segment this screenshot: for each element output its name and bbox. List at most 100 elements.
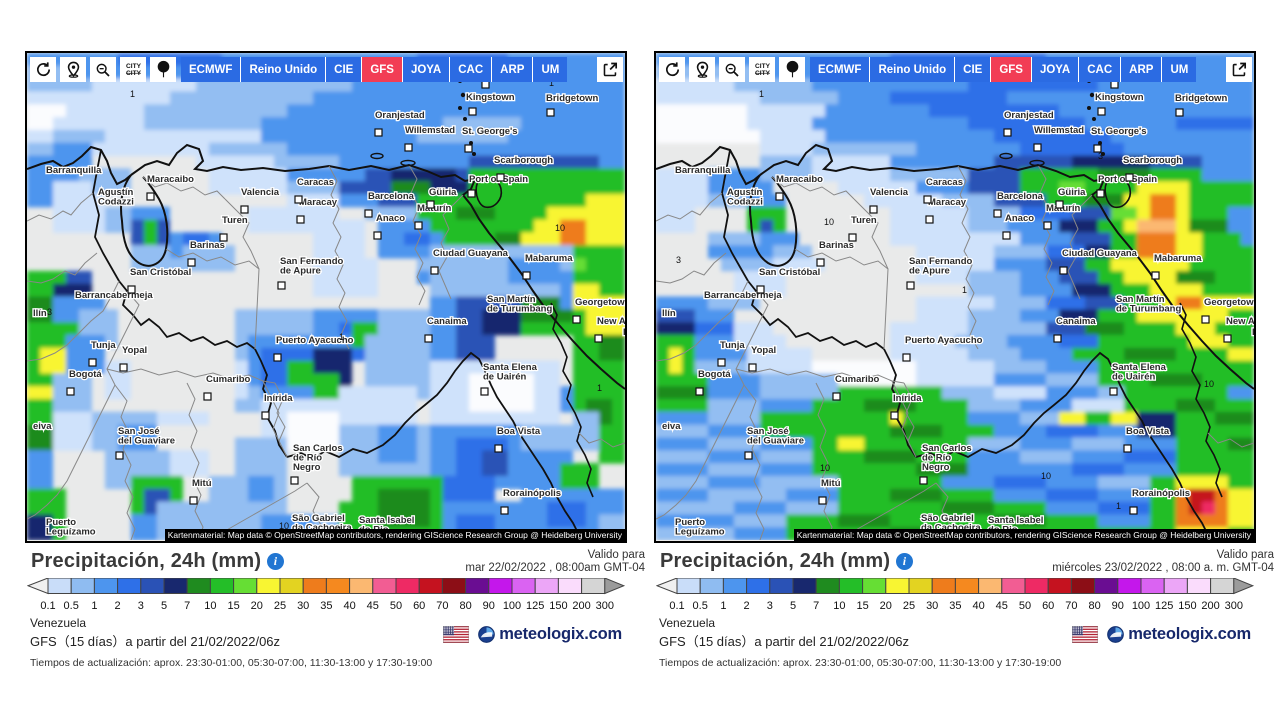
svg-text:Barcelona: Barcelona xyxy=(368,191,415,202)
svg-text:Turen: Turen xyxy=(851,215,877,226)
svg-text:Negro: Negro xyxy=(293,462,321,473)
svg-text:de Turumbang: de Turumbang xyxy=(487,304,552,315)
svg-text:eiva: eiva xyxy=(33,421,52,432)
svg-text:Puerto: Puerto xyxy=(46,517,76,528)
svg-text:Barrancabermeja: Barrancabermeja xyxy=(75,290,153,301)
svg-text:Scarborough: Scarborough xyxy=(494,155,553,166)
svg-text:150: 150 xyxy=(549,600,567,612)
svg-text:Barrancabermeja: Barrancabermeja xyxy=(704,290,782,301)
svg-text:35: 35 xyxy=(320,600,332,612)
svg-text:Willemstad: Willemstad xyxy=(1034,125,1084,136)
svg-text:30: 30 xyxy=(926,600,938,612)
svg-text:San Cristóbal: San Cristóbal xyxy=(759,267,820,278)
svg-text:1: 1 xyxy=(759,89,764,99)
svg-text:35: 35 xyxy=(949,600,961,612)
svg-text:Negro: Negro xyxy=(922,462,950,473)
svg-text:Rorainópolis: Rorainópolis xyxy=(1132,488,1190,499)
svg-text:80: 80 xyxy=(459,600,471,612)
svg-text:7: 7 xyxy=(184,600,190,612)
svg-text:Santa Isabel: Santa Isabel xyxy=(988,515,1043,526)
svg-text:Güiria: Güiria xyxy=(1058,187,1086,198)
svg-text:Canaima: Canaima xyxy=(1056,316,1096,327)
svg-text:25: 25 xyxy=(274,600,286,612)
svg-text:150: 150 xyxy=(1178,600,1196,612)
svg-text:Maracay: Maracay xyxy=(299,197,338,208)
svg-text:200: 200 xyxy=(572,600,590,612)
svg-text:San Martín: San Martín xyxy=(1116,294,1165,305)
svg-text:Canaima: Canaima xyxy=(427,316,467,327)
svg-text:45: 45 xyxy=(996,600,1008,612)
svg-text:Puerto Ayacucho: Puerto Ayacucho xyxy=(276,335,354,346)
svg-text:3: 3 xyxy=(767,600,773,612)
svg-text:Boa Vista: Boa Vista xyxy=(1126,426,1170,437)
svg-text:San Fernando: San Fernando xyxy=(280,256,344,267)
svg-text:New Amsterdam: New Amsterdam xyxy=(1226,316,1254,327)
svg-text:Codazzi: Codazzi xyxy=(727,197,763,208)
svg-text:Inírida: Inírida xyxy=(893,393,922,404)
svg-text:Barinas: Barinas xyxy=(819,240,854,251)
svg-text:San Cristóbal: San Cristóbal xyxy=(130,267,191,278)
svg-text:5: 5 xyxy=(790,600,796,612)
svg-text:60: 60 xyxy=(1042,600,1054,612)
svg-text:CITY: CITY xyxy=(755,70,771,77)
svg-text:10: 10 xyxy=(820,463,830,473)
svg-text:eiva: eiva xyxy=(662,421,681,432)
svg-text:Kingstown: Kingstown xyxy=(466,92,515,103)
svg-text:Bogotá: Bogotá xyxy=(698,369,731,380)
svg-text:Maracaibo: Maracaibo xyxy=(776,174,823,185)
svg-text:Santa Elena: Santa Elena xyxy=(1112,362,1167,373)
svg-text:San José: San José xyxy=(747,426,789,437)
svg-text:10: 10 xyxy=(833,600,845,612)
svg-text:Valencia: Valencia xyxy=(870,187,909,198)
svg-text:Inírida: Inírida xyxy=(264,393,293,404)
svg-text:10: 10 xyxy=(279,521,289,531)
svg-text:Bogotá: Bogotá xyxy=(69,369,102,380)
svg-text:20: 20 xyxy=(880,600,892,612)
svg-text:Ciudad Guayana: Ciudad Guayana xyxy=(433,248,509,259)
svg-text:San Martín: San Martín xyxy=(487,294,536,305)
svg-text:Bridgetown: Bridgetown xyxy=(546,93,598,104)
svg-text:1: 1 xyxy=(549,78,554,88)
svg-text:20: 20 xyxy=(251,600,263,612)
svg-text:Rorainópolis: Rorainópolis xyxy=(503,488,561,499)
svg-text:Tunja: Tunja xyxy=(91,340,116,351)
svg-text:Cumaribo: Cumaribo xyxy=(835,374,880,385)
svg-text:CITY: CITY xyxy=(126,63,142,70)
svg-text:2: 2 xyxy=(744,600,750,612)
svg-text:Mabaruma: Mabaruma xyxy=(1154,253,1202,264)
svg-text:de Río: de Río xyxy=(922,453,951,464)
svg-text:Scarborough: Scarborough xyxy=(1123,155,1182,166)
svg-text:Cumaribo: Cumaribo xyxy=(206,374,251,385)
svg-text:San Fernando: San Fernando xyxy=(909,256,973,267)
svg-text:50: 50 xyxy=(1019,600,1031,612)
svg-text:Yopal: Yopal xyxy=(122,345,147,356)
svg-text:de Apure: de Apure xyxy=(909,266,950,277)
svg-text:50: 50 xyxy=(390,600,402,612)
svg-text:llín: llín xyxy=(33,308,47,319)
svg-text:15: 15 xyxy=(227,600,239,612)
svg-text:40: 40 xyxy=(343,600,355,612)
svg-text:Güiria: Güiria xyxy=(429,187,457,198)
svg-text:de Turumbang: de Turumbang xyxy=(1116,304,1181,315)
svg-text:Georgetown: Georgetown xyxy=(1204,297,1254,308)
svg-text:Valencia: Valencia xyxy=(241,187,280,198)
svg-text:San José: San José xyxy=(118,426,160,437)
svg-text:Turen: Turen xyxy=(222,215,248,226)
svg-text:São Gabriel: São Gabriel xyxy=(921,513,974,524)
svg-text:Mabaruma: Mabaruma xyxy=(525,253,573,264)
svg-text:1: 1 xyxy=(130,89,135,99)
svg-text:Oranjestad: Oranjestad xyxy=(375,110,425,121)
svg-text:100: 100 xyxy=(503,600,521,612)
svg-text:Ciudad Guayana: Ciudad Guayana xyxy=(1062,248,1138,259)
svg-text:Caracas: Caracas xyxy=(926,177,963,188)
svg-text:1: 1 xyxy=(1116,501,1121,511)
svg-text:5: 5 xyxy=(161,600,167,612)
svg-text:Pa: Pa xyxy=(623,327,625,338)
svg-text:Yopal: Yopal xyxy=(751,345,776,356)
svg-text:San Carlos: San Carlos xyxy=(293,443,343,454)
svg-text:1: 1 xyxy=(720,600,726,612)
svg-text:Barcelona: Barcelona xyxy=(997,191,1044,202)
svg-text:Santa Elena: Santa Elena xyxy=(483,362,538,373)
svg-text:Kingstown: Kingstown xyxy=(1095,92,1144,103)
svg-text:de Uairén: de Uairén xyxy=(1112,372,1155,383)
